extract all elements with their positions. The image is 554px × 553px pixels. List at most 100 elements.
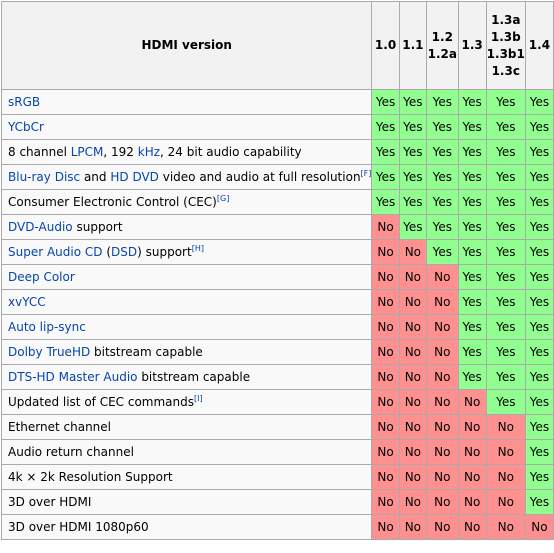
version-header: 1.3a 1.3b 1.3b1 1.3c [485,1,526,90]
yes-cell: Yes [371,89,400,115]
footnote-link[interactable]: [I] [194,394,203,403]
yes-cell: Yes [457,264,487,290]
feature-cell: Audio return channel [0,439,373,465]
table-row: Consumer Electronic Control (CEC)[G] Yes Y… [0,189,554,215]
table-row: Dolby TrueHD bitstream capable No No No Yes Y… [0,339,554,365]
no-cell: No [485,414,526,440]
no-cell: No [371,214,400,240]
feature-cell: 4k × 2k Resolution Support [0,464,373,490]
no-cell: No [426,389,459,415]
table-row: 4k × 2k Resolution Support No No No No No Yes [0,464,554,490]
feature-link[interactable]: Auto lip-sync [8,320,86,334]
no-cell: No [371,314,400,340]
feature-cell: Auto lip-sync [0,314,373,340]
yes-cell: Yes [524,239,554,265]
feature-link[interactable]: LPCM [70,145,104,159]
yes-cell: Yes [485,89,526,115]
feature-text: bitstream capable [137,370,251,384]
feature-cell: DVD-Audio support [0,214,373,240]
no-cell: No [457,514,487,540]
table-row: xvYCC No No No Yes Yes Yes [0,289,554,315]
yes-cell: Yes [524,189,554,215]
feature-text: and [80,170,111,184]
feature-cell: xvYCC [0,289,373,315]
yes-cell: Yes [485,114,526,140]
no-cell: No [371,239,400,265]
feature-link[interactable]: Dolby TrueHD [8,345,91,359]
version-label: 1.3b1 [486,46,525,61]
no-cell: No [426,414,459,440]
yes-cell: Yes [426,89,459,115]
no-cell: No [524,514,554,540]
yes-cell: Yes [426,139,459,165]
table-row: Blu-ray Disc and HD DVD video and audio … [0,164,554,190]
table-row: Audio return channel No No No No No Yes [0,439,554,465]
table-row: sRGB Yes Yes Yes Yes Yes Yes [0,89,554,115]
version-header: 1.2 1.2a [426,1,459,90]
feature-link[interactable]: YCbCr [8,120,44,134]
yes-cell: Yes [398,164,428,190]
no-cell: No [371,389,400,415]
table-row: 3D over HDMI 1080p60 No No No No No No [0,514,554,540]
feature-link[interactable]: Blu-ray Disc [8,170,81,184]
no-cell: No [485,489,526,515]
yes-cell: Yes [485,289,526,315]
feature-link[interactable]: HD DVD [110,170,159,184]
feature-text: , 24 bit audio capability [160,145,302,159]
table-row: DVD-Audio support No Yes Yes Yes Yes Yes [0,214,554,240]
feature-link[interactable]: DTS-HD Master Audio [8,370,138,384]
no-cell: No [398,364,428,390]
yes-cell: Yes [485,239,526,265]
no-cell: No [398,314,428,340]
yes-cell: Yes [485,364,526,390]
feature-cell: sRGB [0,89,373,115]
footnote-link[interactable]: [H] [191,244,204,253]
feature-link[interactable]: kHz [137,145,161,159]
no-cell: No [371,339,400,365]
table-row: 3D over HDMI No No No No No Yes [0,489,554,515]
feature-link[interactable]: sRGB [8,95,41,109]
feature-text: Ethernet channel [8,420,111,434]
feature-text: 4k × 2k Resolution Support [8,470,173,484]
yes-cell: Yes [398,139,428,165]
version-header: 1.1 [398,1,428,90]
feature-text: Consumer Electronic Control (CEC) [8,195,217,209]
table-body: sRGB Yes Yes Yes Yes Yes Yes YCbCr Yes Yes Yes Yes Y… [0,89,554,540]
no-cell: No [398,389,428,415]
yes-cell: Yes [457,239,487,265]
no-cell: No [371,489,400,515]
table-row: Deep Color No No No Yes Yes Yes [0,264,554,290]
table-row: YCbCr Yes Yes Yes Yes Yes Yes [0,114,554,140]
version-label: 1.3b [490,29,521,44]
yes-cell: Yes [371,189,400,215]
yes-cell: Yes [398,214,428,240]
feature-cell: Ethernet channel [0,414,373,440]
yes-cell: Yes [457,164,487,190]
yes-cell: Yes [457,139,487,165]
feature-link[interactable]: xvYCC [8,295,46,309]
yes-cell: Yes [524,289,554,315]
yes-cell: Yes [398,114,428,140]
version-label: 1.4 [528,38,551,52]
yes-cell: Yes [398,89,428,115]
yes-cell: Yes [524,464,554,490]
no-cell: No [398,289,428,315]
feature-text: 3D over HDMI [8,495,92,509]
no-cell: No [398,464,428,490]
no-cell: No [371,514,400,540]
yes-cell: Yes [457,339,487,365]
yes-cell: Yes [485,139,526,165]
yes-cell: Yes [485,339,526,365]
yes-cell: Yes [485,189,526,215]
footnote-link[interactable]: [G] [216,194,230,203]
feature-link[interactable]: DVD-Audio [8,220,73,234]
no-cell: No [457,464,487,490]
footnote-link[interactable]: [F] [360,169,372,178]
feature-link[interactable]: DSD [111,245,138,259]
table-row: Ethernet channel No No No No No Yes [0,414,554,440]
feature-link[interactable]: Deep Color [8,270,75,284]
yes-cell: Yes [426,114,459,140]
yes-cell: Yes [457,214,487,240]
no-cell: No [371,414,400,440]
feature-link[interactable]: Super Audio CD [8,245,103,259]
